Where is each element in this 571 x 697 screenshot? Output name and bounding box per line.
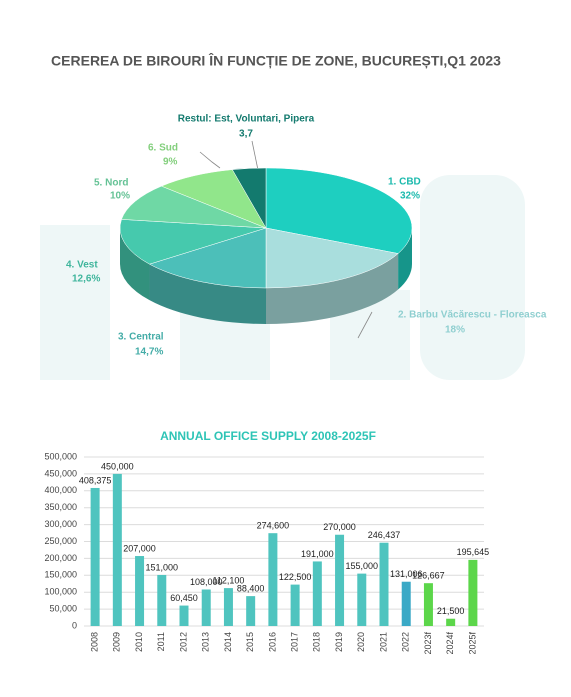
bar-title: ANNUAL OFFICE SUPPLY 2008-2025F bbox=[160, 429, 376, 443]
slice-side bbox=[149, 264, 266, 324]
value-label: 274,600 bbox=[257, 521, 290, 531]
bar bbox=[468, 559, 478, 626]
y-tick-label: 350,000 bbox=[44, 502, 77, 512]
y-tick-label: 300,000 bbox=[44, 519, 77, 529]
y-tick-label: 100,000 bbox=[44, 587, 77, 597]
y-tick-label: 150,000 bbox=[44, 570, 77, 580]
value-label: 21,500 bbox=[437, 606, 465, 616]
bar bbox=[423, 583, 433, 626]
value-label: 60,450 bbox=[170, 593, 198, 603]
x-tick-label: 2016 bbox=[267, 632, 277, 652]
x-tick-label: 2023f bbox=[423, 632, 433, 655]
slice-value-label: 32% bbox=[400, 191, 420, 202]
x-tick-label: 2019 bbox=[334, 632, 344, 652]
slice-side bbox=[398, 228, 412, 290]
slice bbox=[119, 219, 267, 265]
bar bbox=[201, 589, 211, 626]
bar bbox=[290, 584, 300, 626]
x-tick-label: 2022 bbox=[401, 632, 411, 652]
pie-title: CEREREA DE BIROURI ÎN FUNCȚIE DE ZONE, B… bbox=[51, 52, 501, 69]
x-tick-label: 2021 bbox=[378, 632, 388, 652]
slice-value-label: 14,7% bbox=[135, 347, 163, 358]
value-label: 122,500 bbox=[279, 572, 312, 582]
slice-label: 6. Sud bbox=[148, 143, 178, 154]
bar bbox=[179, 605, 189, 626]
slice-label: Restul: Est, Voluntari, Pipera bbox=[178, 114, 315, 125]
slice-label: 1. CBD bbox=[388, 177, 421, 188]
slice-value-label: 18% bbox=[445, 325, 465, 336]
slice-value-label: 3,7 bbox=[239, 129, 253, 140]
value-label: 246,437 bbox=[368, 530, 401, 540]
value-label: 131,006 bbox=[390, 569, 423, 579]
x-tick-label: 2025f bbox=[467, 632, 477, 655]
value-label: 126,667 bbox=[412, 571, 445, 581]
y-tick-label: 0 bbox=[72, 620, 77, 630]
slice-side bbox=[266, 253, 399, 324]
bar bbox=[157, 574, 167, 626]
x-tick-label: 2011 bbox=[156, 632, 166, 651]
slice bbox=[160, 169, 267, 229]
x-tick-label: 2018 bbox=[312, 632, 322, 652]
bar bbox=[312, 561, 322, 626]
value-label: 195,645 bbox=[457, 547, 490, 557]
y-tick-label: 450,000 bbox=[44, 468, 77, 478]
y-tick-label: 400,000 bbox=[44, 485, 77, 495]
bar bbox=[268, 533, 278, 626]
slice-value-label: 12,6% bbox=[72, 274, 100, 285]
y-tick-label: 500,000 bbox=[44, 451, 77, 461]
value-label: 191,000 bbox=[301, 549, 334, 559]
background-buildings bbox=[40, 175, 525, 380]
slice-label: 5. Nord bbox=[94, 178, 128, 189]
value-label: 155,000 bbox=[346, 561, 379, 571]
bar bbox=[379, 542, 389, 626]
x-tick-label: 2008 bbox=[89, 632, 99, 652]
x-tick-label: 2013 bbox=[201, 632, 211, 652]
value-label: 88,400 bbox=[237, 583, 265, 593]
bar bbox=[401, 581, 411, 626]
x-tick-label: 2015 bbox=[245, 632, 255, 652]
slice-label: 2. Barbu Văcărescu - Floreasca bbox=[398, 310, 547, 321]
slice-value-label: 10% bbox=[110, 191, 130, 202]
x-tick-label: 2014 bbox=[223, 632, 233, 652]
slice-label: 3. Central bbox=[118, 332, 164, 343]
bar bbox=[223, 588, 233, 626]
x-tick-label: 2009 bbox=[112, 632, 122, 652]
y-tick-label: 50,000 bbox=[49, 603, 77, 613]
bar bbox=[246, 596, 256, 626]
slice-side bbox=[120, 228, 150, 301]
x-tick-label: 2017 bbox=[289, 632, 299, 652]
bar bbox=[446, 618, 456, 626]
value-label: 151,000 bbox=[146, 562, 179, 572]
value-label: 408,375 bbox=[79, 475, 112, 485]
slice bbox=[265, 167, 413, 254]
slice bbox=[148, 227, 267, 289]
value-label: 108,000 bbox=[190, 577, 223, 587]
x-tick-label: 2012 bbox=[178, 632, 188, 652]
bar bbox=[90, 487, 100, 626]
x-tick-label: 2024f bbox=[445, 632, 455, 655]
slice-label: 4. Vest bbox=[66, 260, 98, 271]
bar bbox=[357, 573, 367, 626]
y-tick-label: 250,000 bbox=[44, 536, 77, 546]
value-label: 450,000 bbox=[101, 461, 134, 471]
x-tick-label: 2010 bbox=[134, 632, 144, 652]
bar bbox=[335, 534, 345, 626]
bar bbox=[112, 473, 122, 626]
bar bbox=[135, 556, 145, 626]
value-label: 207,000 bbox=[123, 543, 156, 553]
y-tick-label: 200,000 bbox=[44, 553, 77, 563]
slice bbox=[121, 185, 267, 229]
slice bbox=[231, 167, 267, 229]
slice bbox=[265, 227, 399, 289]
slice-value-label: 9% bbox=[163, 157, 178, 168]
value-label: 270,000 bbox=[323, 522, 356, 532]
leader-lines bbox=[199, 140, 373, 339]
x-tick-label: 2020 bbox=[356, 632, 366, 652]
value-label: 112,100 bbox=[213, 575, 245, 585]
